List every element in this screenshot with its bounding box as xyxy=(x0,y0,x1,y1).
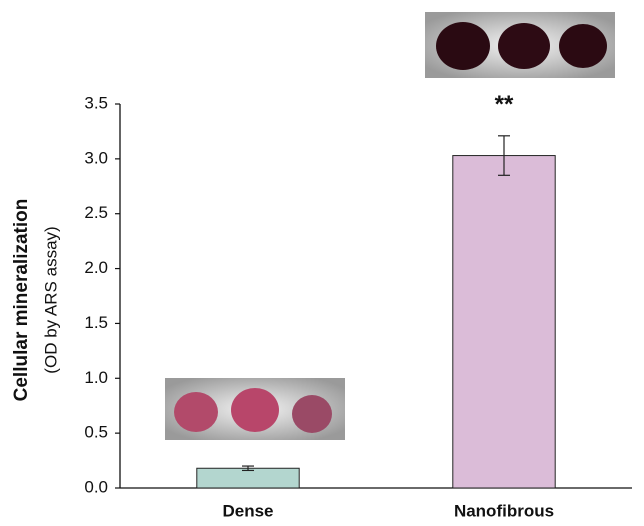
y-tick-label: 2.0 xyxy=(84,258,108,277)
photo-nanofibrous xyxy=(425,12,615,78)
y-tick-label: 2.5 xyxy=(84,203,108,222)
y-tick-label: 0.0 xyxy=(84,477,108,496)
annotation: ** xyxy=(495,91,514,118)
x-tick-label: Dense xyxy=(222,501,273,520)
y-axis-subtitle: (OD by ARS assay) xyxy=(41,226,60,373)
y-tick-label: 3.0 xyxy=(84,148,108,167)
y-tick-label: 3.5 xyxy=(84,93,108,112)
photo-dense xyxy=(165,378,345,440)
y-axis-title: Cellular mineralization xyxy=(11,199,32,402)
y-tick-label: 1.0 xyxy=(84,368,108,387)
y-tick-label: 0.5 xyxy=(84,423,108,442)
x-tick-label: Nanofibrous xyxy=(454,501,554,520)
bar xyxy=(196,467,300,489)
bar xyxy=(452,155,556,489)
y-tick-label: 1.5 xyxy=(84,313,108,332)
